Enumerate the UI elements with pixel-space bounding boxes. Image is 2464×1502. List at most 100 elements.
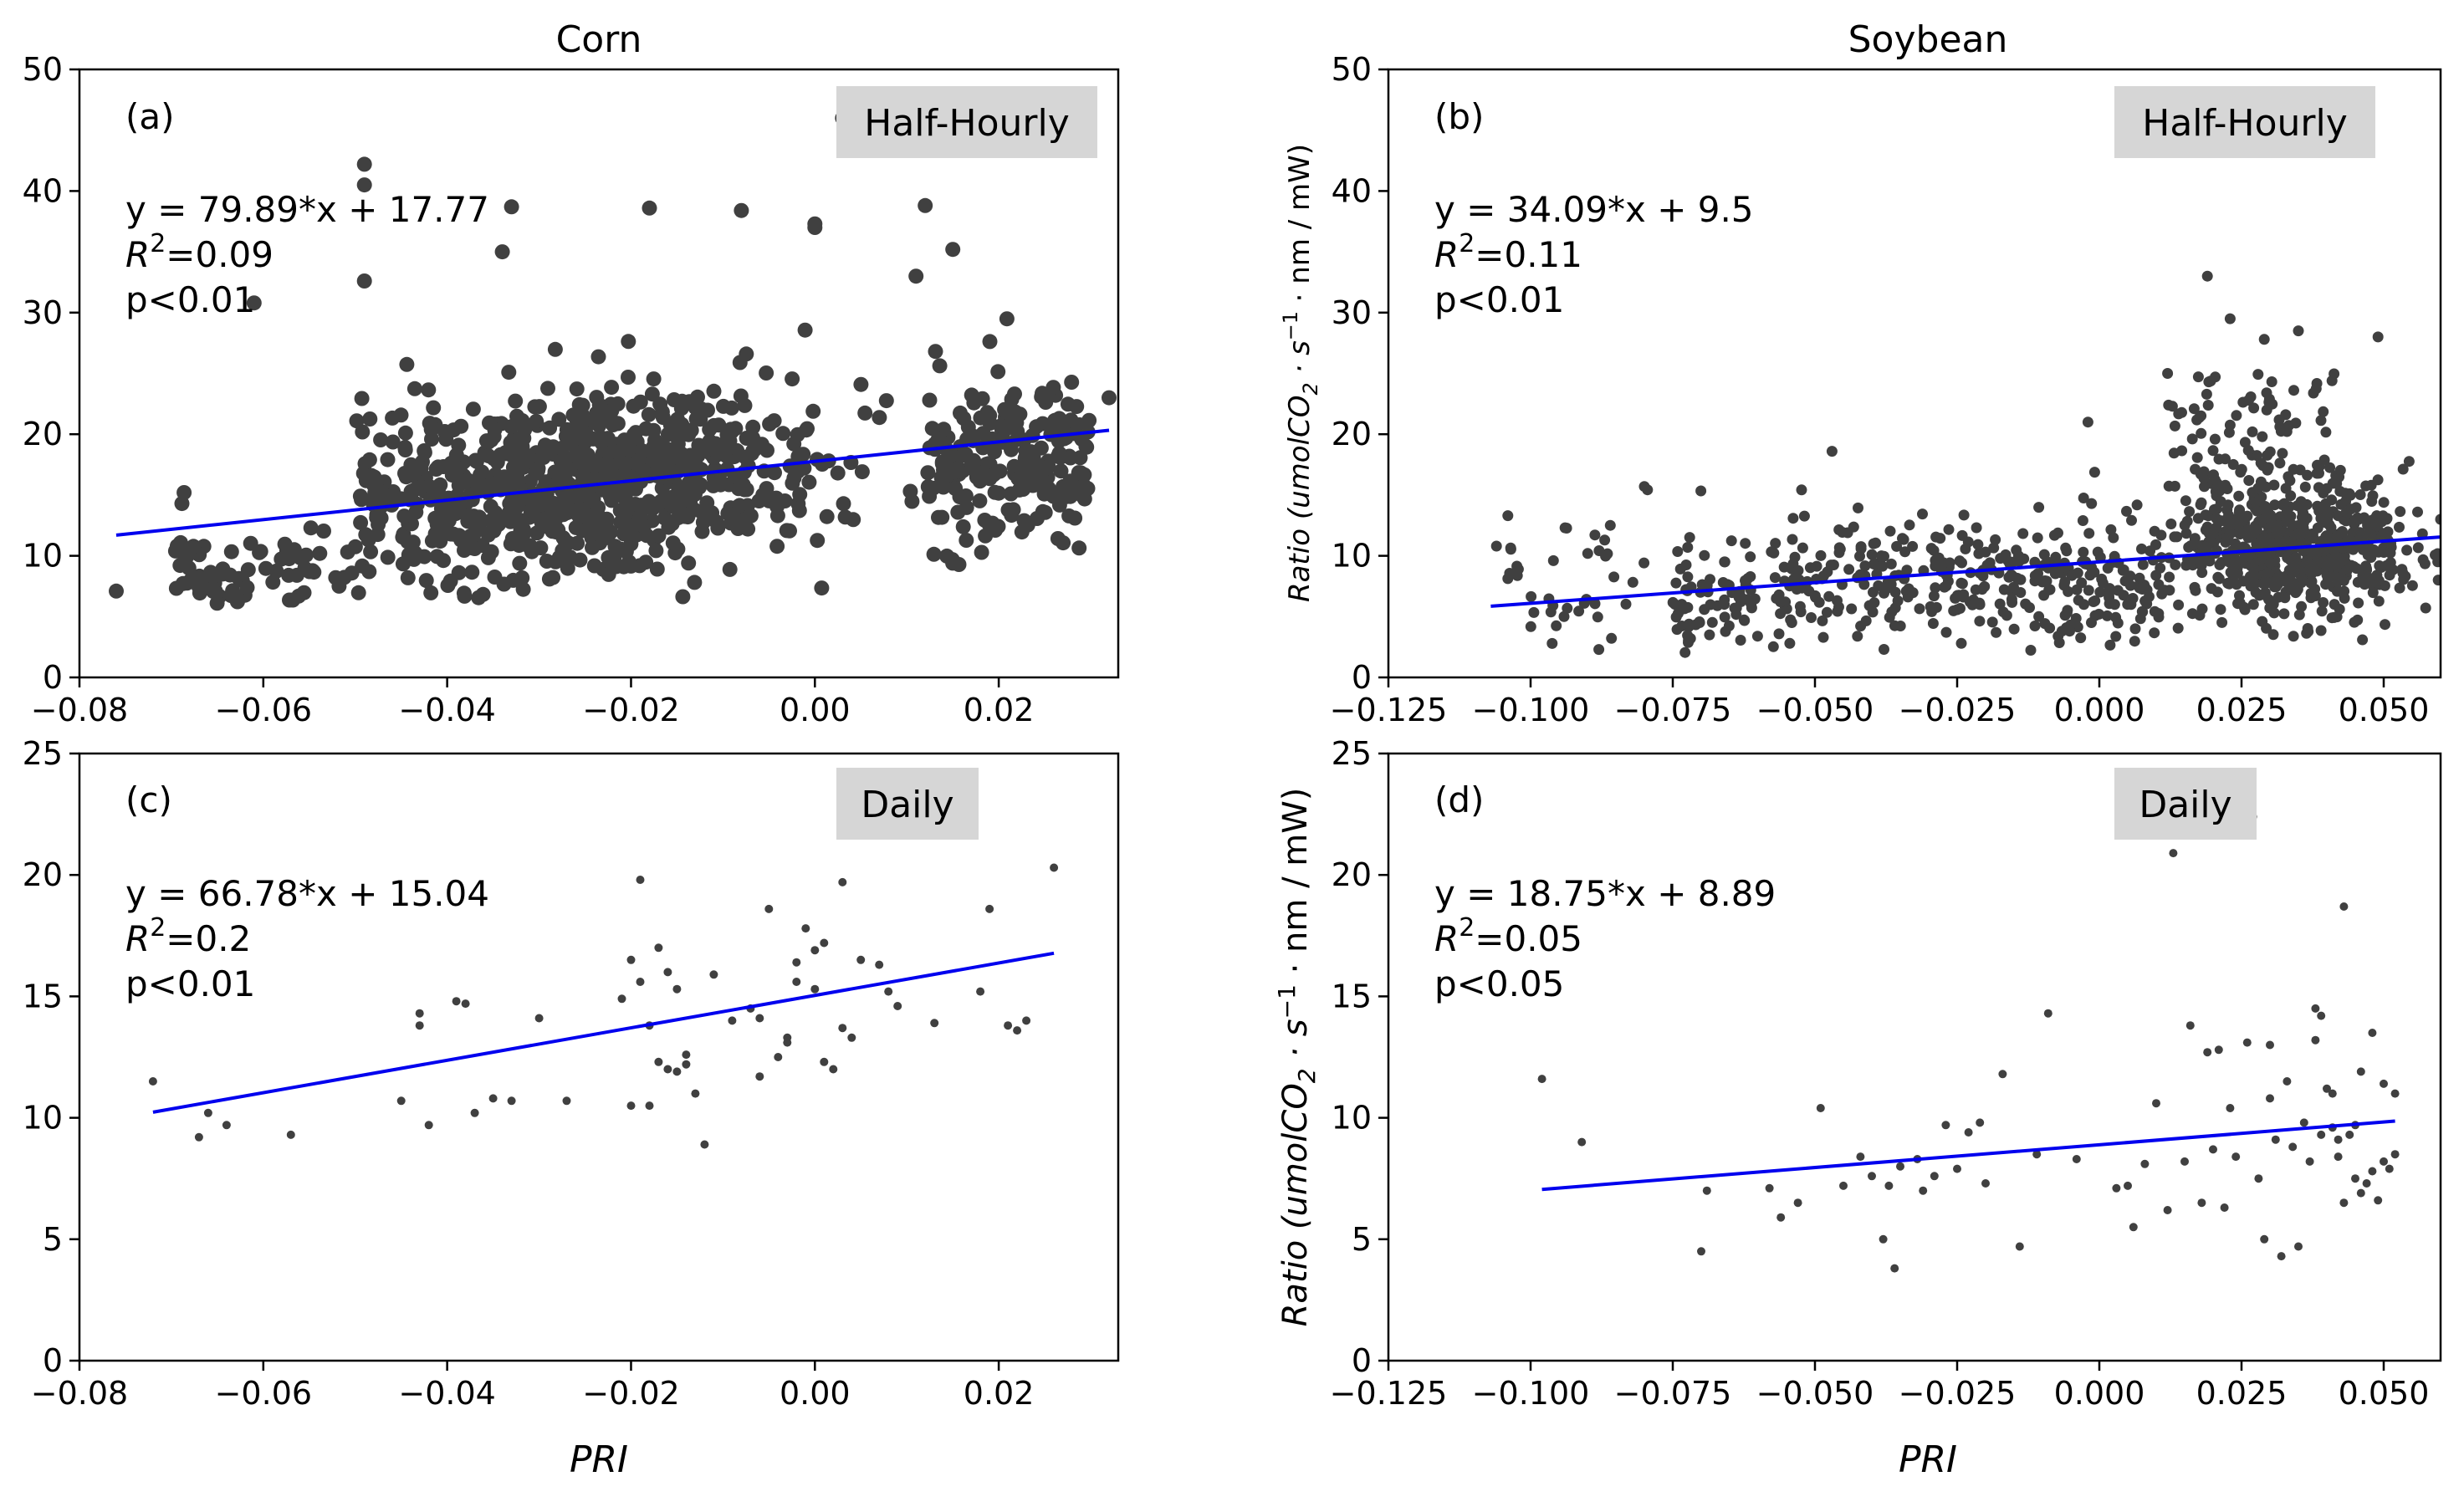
- data-point: [606, 549, 622, 565]
- data-point: [109, 583, 124, 599]
- y-tick-label: 0: [1352, 1342, 1372, 1379]
- data-point: [1071, 540, 1087, 556]
- data-point: [243, 535, 258, 551]
- data-point: [1891, 540, 1903, 552]
- x-tick-label: 0.00: [780, 692, 851, 728]
- data-point: [2124, 570, 2136, 582]
- data-point: [1792, 565, 1804, 576]
- data-point: [1930, 582, 1941, 594]
- data-point: [547, 341, 563, 357]
- data-point: [2326, 612, 2338, 624]
- data-point: [1826, 446, 1838, 457]
- data-point: [930, 1019, 939, 1028]
- data-point: [2072, 1155, 2081, 1163]
- data-point: [642, 200, 657, 216]
- data-point: [2213, 453, 2225, 465]
- data-point: [2194, 610, 2206, 621]
- x-tick-label: −0.050: [1756, 1375, 1874, 1412]
- data-point: [1943, 524, 1955, 535]
- data-point: [1638, 557, 1650, 569]
- data-point: [395, 529, 411, 545]
- data-point: [2380, 1079, 2388, 1088]
- data-point: [2231, 410, 2242, 421]
- data-point: [1730, 609, 1742, 621]
- p-value: p<0.01: [1434, 279, 1564, 320]
- data-point: [2412, 542, 2424, 554]
- data-point: [1953, 1164, 1961, 1173]
- data-point: [475, 586, 491, 602]
- badge-label: Daily: [2139, 784, 2231, 826]
- data-point: [617, 994, 626, 1004]
- data-point: [2201, 270, 2213, 282]
- data-point: [938, 465, 953, 481]
- data-point: [2231, 1152, 2241, 1162]
- data-point: [2076, 577, 2088, 589]
- x-tick-label: −0.125: [1330, 1375, 1448, 1412]
- fit-line: [115, 428, 1110, 537]
- data-point: [2372, 331, 2384, 343]
- y-tick-label: 40: [1332, 172, 1372, 209]
- data-point: [790, 448, 806, 464]
- data-point: [1852, 631, 1863, 642]
- data-point: [2243, 475, 2255, 486]
- data-point: [1879, 644, 1889, 655]
- data-point: [2334, 464, 2346, 476]
- data-point: [634, 443, 650, 459]
- data-point: [461, 999, 470, 1009]
- x-tick-label: −0.125: [1330, 692, 1448, 728]
- y-tick-label: 20: [23, 856, 63, 893]
- x-tick-label: −0.025: [1899, 1375, 2017, 1412]
- data-point: [2008, 623, 2020, 635]
- data-point: [1940, 626, 1952, 638]
- data-point: [2385, 547, 2396, 559]
- data-point: [792, 958, 801, 967]
- data-point: [960, 419, 976, 435]
- data-point: [648, 543, 664, 559]
- data-point: [1892, 595, 1904, 606]
- data-point: [1795, 606, 1807, 618]
- data-point: [1705, 599, 1716, 611]
- data-point: [2339, 1198, 2349, 1208]
- data-point: [2290, 585, 2302, 597]
- data-point: [745, 419, 761, 435]
- panel-label: (d): [1434, 779, 1484, 820]
- data-point: [2003, 571, 2015, 583]
- data-point: [2025, 645, 2037, 656]
- data-point: [507, 1096, 516, 1106]
- panel-label: (a): [125, 96, 175, 137]
- data-point: [775, 426, 791, 442]
- x-tick-label: −0.02: [582, 692, 679, 728]
- data-point: [1502, 510, 1514, 522]
- data-point: [1856, 1152, 1865, 1162]
- data-point: [1738, 614, 1750, 626]
- data-point: [534, 1014, 544, 1023]
- data-point: [2149, 627, 2160, 639]
- data-point: [972, 493, 988, 508]
- y-tick-label: 10: [1332, 538, 1372, 575]
- data-point: [174, 496, 190, 512]
- data-point: [1868, 597, 1880, 609]
- data-point: [281, 551, 297, 567]
- data-point: [540, 381, 555, 396]
- data-point: [672, 984, 682, 994]
- data-point: [1858, 579, 1870, 590]
- data-point: [2043, 1009, 2052, 1018]
- data-point: [1490, 540, 1502, 552]
- data-point: [1504, 568, 1516, 579]
- data-point: [1740, 538, 1751, 549]
- data-point: [1013, 1026, 1022, 1035]
- data-point: [1839, 1181, 1848, 1190]
- col-title-soybean: Soybean: [1848, 18, 2008, 61]
- data-point: [603, 487, 619, 503]
- data-point: [786, 436, 802, 452]
- data-point: [397, 466, 412, 481]
- data-point: [1699, 549, 1710, 561]
- data-point: [303, 520, 319, 536]
- data-point: [805, 403, 821, 419]
- data-point: [2263, 513, 2275, 524]
- data-point: [706, 383, 722, 399]
- badge-label: Daily: [861, 784, 953, 826]
- data-point: [1559, 522, 1571, 534]
- data-point: [2268, 479, 2280, 491]
- data-point: [470, 1108, 479, 1117]
